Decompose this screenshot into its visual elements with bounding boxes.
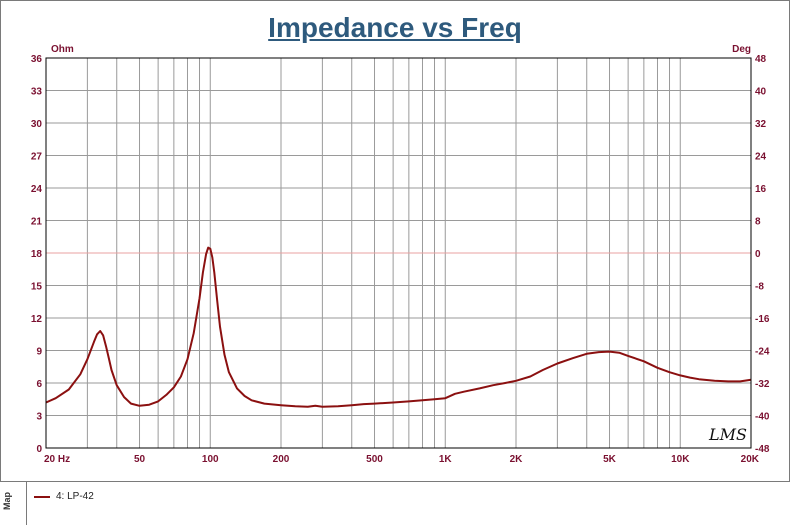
y-tick-label-right: 32 — [755, 119, 767, 130]
chart-plot-svg: 0369121518212427303336-48-40-32-24-16-80… — [31, 44, 770, 465]
left-axis-unit: Ohm — [51, 44, 74, 55]
y-tick-label-left: 6 — [36, 379, 42, 390]
grid-layer — [46, 58, 751, 448]
y-tick-label-left: 36 — [31, 54, 43, 65]
lms-watermark: LMS — [708, 425, 747, 444]
x-tick-label: 1K — [439, 454, 453, 465]
y-tick-label-left: 3 — [36, 412, 42, 423]
y-tick-label-left: 9 — [36, 347, 42, 358]
chart-title: Impedance vs Freq — [268, 12, 522, 43]
series-line-lp-42 — [45, 246, 752, 408]
x-tick-label: 20 Hz — [44, 454, 70, 465]
y-tick-label-left: 0 — [36, 444, 42, 455]
y-tick-label-right: 8 — [755, 217, 761, 228]
y-tick-label-right: 16 — [755, 184, 767, 195]
tick-labels: 0369121518212427303336-48-40-32-24-16-80… — [31, 54, 770, 465]
y-tick-label-left: 30 — [31, 119, 43, 130]
y-tick-label-right: -24 — [755, 347, 770, 358]
x-tick-label: 50 — [134, 454, 146, 465]
y-tick-label-right: -16 — [755, 314, 770, 325]
plot-border — [45, 57, 752, 449]
y-tick-label-right: 0 — [755, 249, 761, 260]
legend-swatch — [34, 496, 50, 498]
right-axis-unit: Deg — [732, 44, 751, 55]
y-tick-label-left: 27 — [31, 152, 43, 163]
y-tick-label-right: 24 — [755, 152, 767, 163]
y-tick-label-left: 12 — [31, 314, 43, 325]
x-tick-label: 5K — [603, 454, 617, 465]
y-tick-label-right: -32 — [755, 379, 770, 390]
x-tick-label: 10K — [671, 454, 690, 465]
y-tick-label-right: -8 — [755, 282, 764, 293]
y-tick-label-right: -40 — [755, 412, 770, 423]
legend-panel: Map 4: LP-42 — [0, 481, 790, 525]
y-tick-label-left: 21 — [31, 217, 43, 228]
map-tab[interactable]: Map — [0, 482, 27, 525]
y-tick-label-right: 48 — [755, 54, 767, 65]
y-tick-label-left: 18 — [31, 249, 43, 260]
legend-entry-label: 4: LP-42 — [56, 491, 94, 502]
x-tick-label: 100 — [202, 454, 219, 465]
x-tick-label: 200 — [273, 454, 290, 465]
x-tick-label: 2K — [510, 454, 524, 465]
map-tab-label: Map — [2, 492, 12, 510]
x-tick-label: 500 — [366, 454, 383, 465]
x-tick-label: 20K — [741, 454, 760, 465]
y-tick-label-left: 24 — [31, 184, 43, 195]
y-tick-label-right: -48 — [755, 444, 770, 455]
series-layer — [45, 246, 752, 408]
y-tick-label-left: 15 — [31, 282, 43, 293]
y-tick-label-right: 40 — [755, 87, 767, 98]
y-tick-label-left: 33 — [31, 87, 43, 98]
